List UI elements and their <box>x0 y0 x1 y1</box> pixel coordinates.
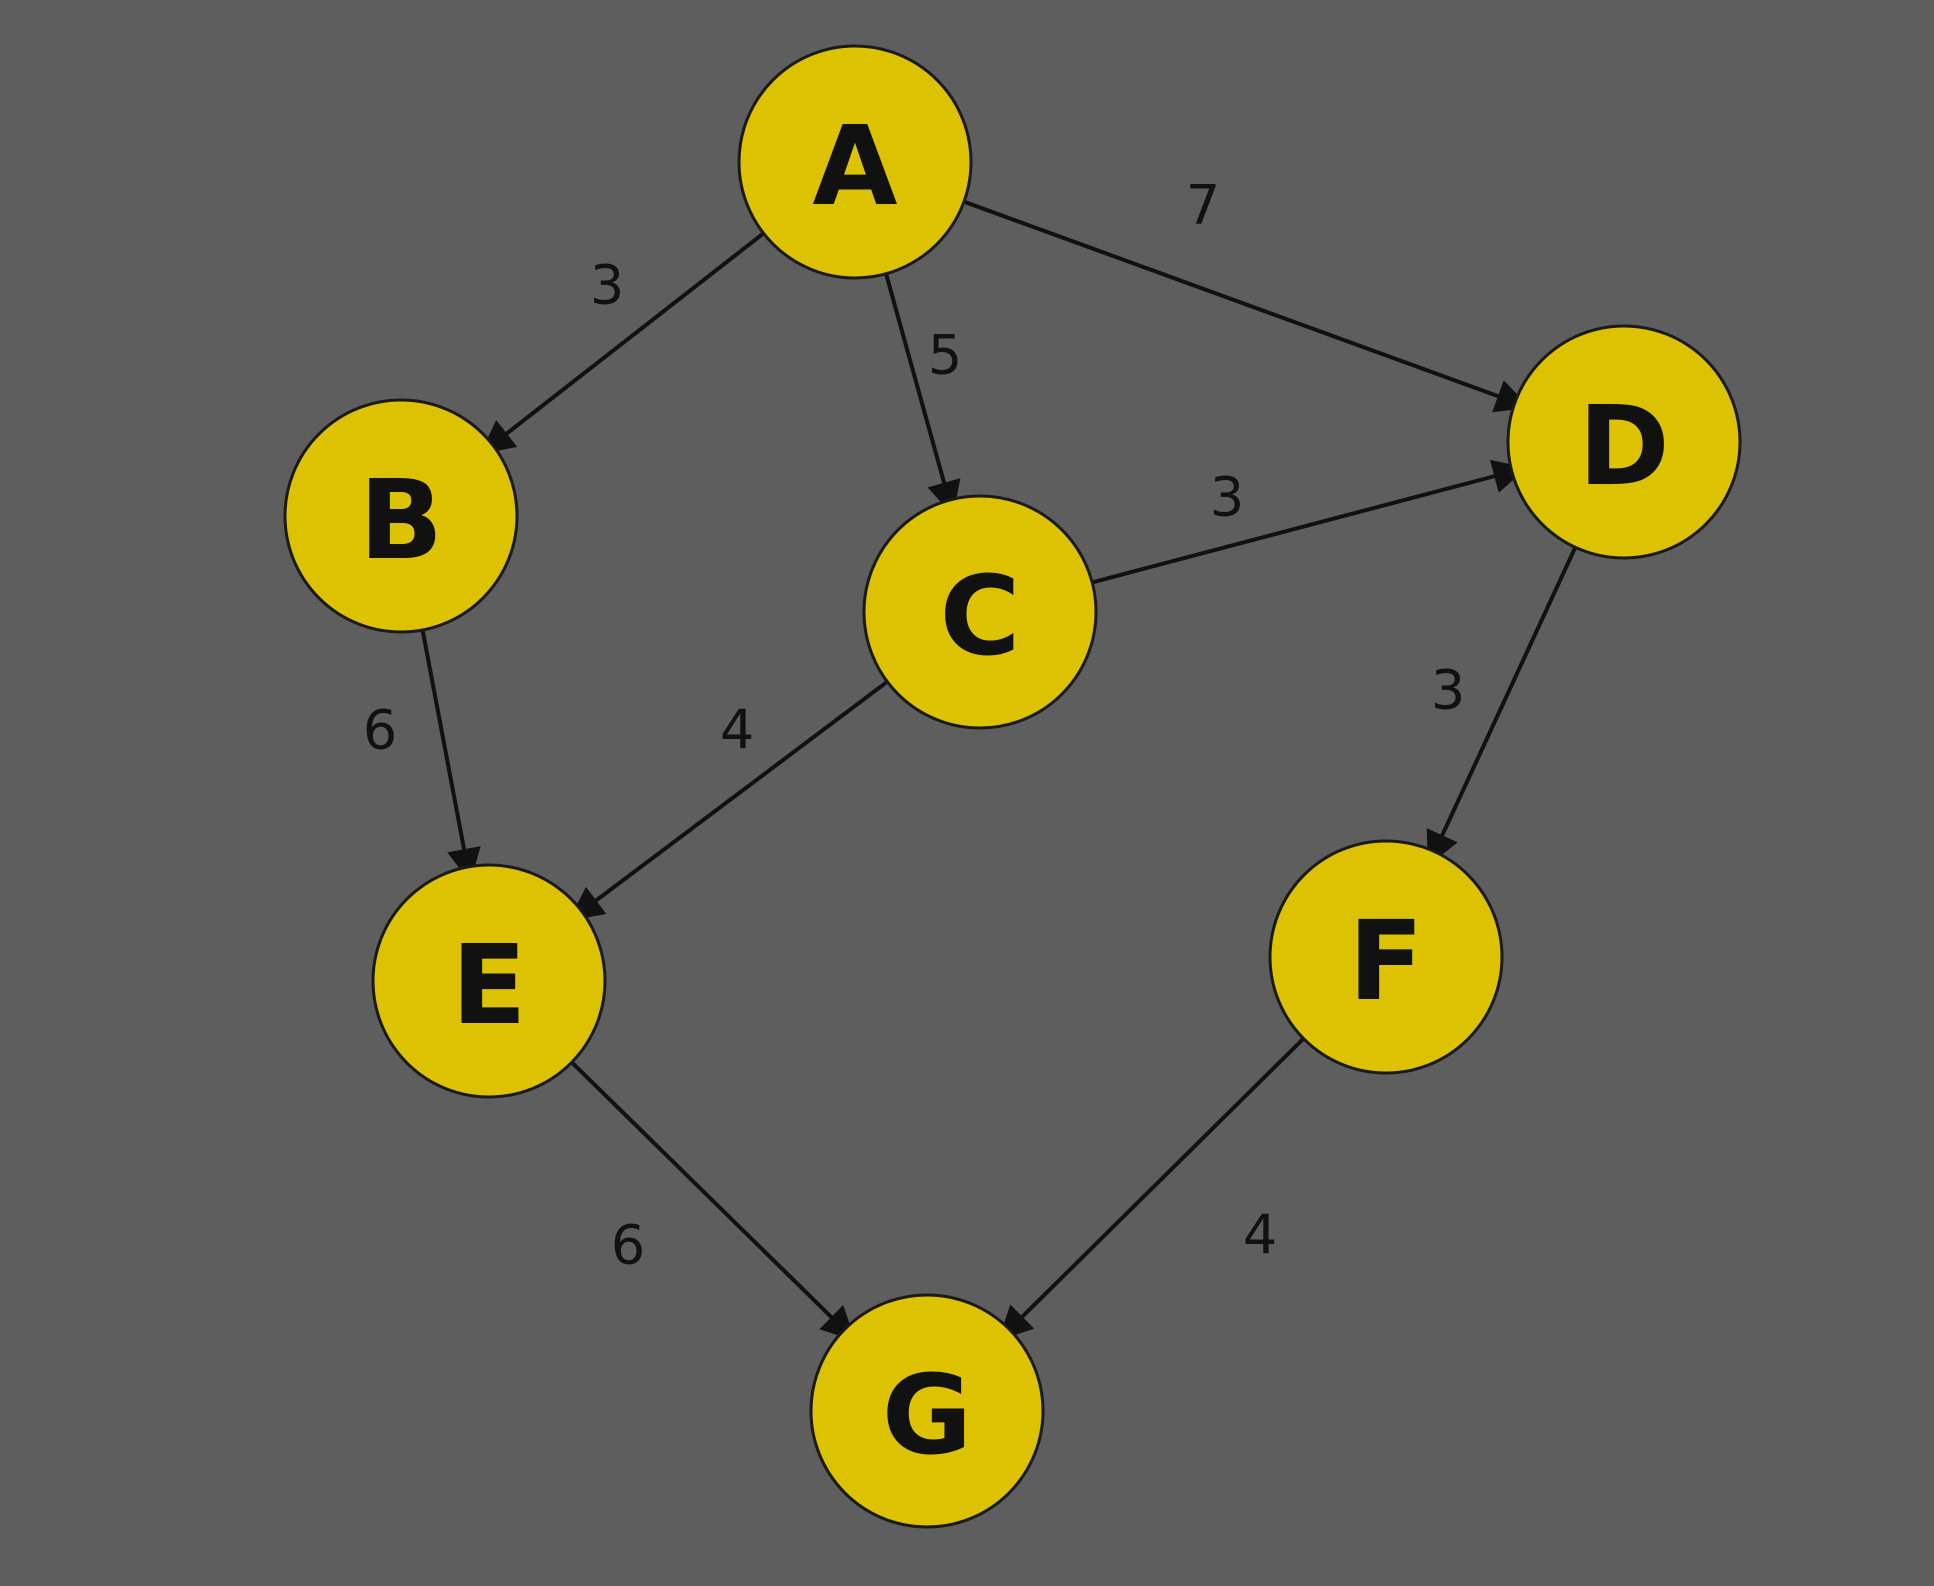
edge-c-e <box>568 680 889 921</box>
edge-weight-a-d: 7 <box>1186 174 1220 237</box>
node-label-d: D <box>1578 382 1669 510</box>
node-circle-b <box>283 398 519 634</box>
nodes-layer: A B C D E F G <box>283 44 1742 1529</box>
edge-weight-c-e: 4 <box>720 699 754 762</box>
edge-f-g <box>998 1037 1305 1341</box>
node-circle-f <box>1268 839 1504 1075</box>
node-a: A <box>737 44 973 280</box>
edge-a-d <box>963 199 1530 413</box>
node-c: C <box>862 494 1098 730</box>
edge-a-b <box>479 231 765 455</box>
edge-e-g <box>570 1060 856 1341</box>
edge-weight-f-g: 4 <box>1243 1204 1277 1267</box>
node-circle-g <box>809 1293 1045 1529</box>
edge-d-f <box>1426 546 1578 867</box>
edge-weight-a-c: 5 <box>928 324 962 387</box>
node-label-c: C <box>940 552 1021 680</box>
edge-weight-b-e: 6 <box>363 699 397 762</box>
node-circle-d <box>1506 324 1742 560</box>
node-label-g: G <box>882 1351 972 1479</box>
edge-weight-a-b: 3 <box>590 254 624 317</box>
edges-layer <box>420 199 1578 1341</box>
edge-c-d <box>1091 459 1528 585</box>
edge-weight-d-f: 3 <box>1431 659 1465 722</box>
node-f: F <box>1268 839 1504 1075</box>
edge-weight-c-d: 3 <box>1210 466 1244 529</box>
edge-b-e <box>420 629 481 883</box>
node-label-e: E <box>451 921 526 1049</box>
edge-weight-e-g: 6 <box>611 1214 645 1277</box>
edge-weights-layer: 3 5 7 3 6 4 3 6 4 <box>363 174 1465 1277</box>
node-d: D <box>1506 324 1742 560</box>
node-b: B <box>283 398 519 634</box>
node-label-f: F <box>1348 897 1423 1025</box>
node-e: E <box>371 863 607 1099</box>
node-circle-c <box>862 494 1098 730</box>
node-g: G <box>809 1293 1045 1529</box>
node-label-b: B <box>359 456 443 584</box>
node-circle-e <box>371 863 607 1099</box>
node-circle-a <box>737 44 973 280</box>
node-label-a: A <box>812 102 897 230</box>
edge-a-c <box>884 273 961 516</box>
